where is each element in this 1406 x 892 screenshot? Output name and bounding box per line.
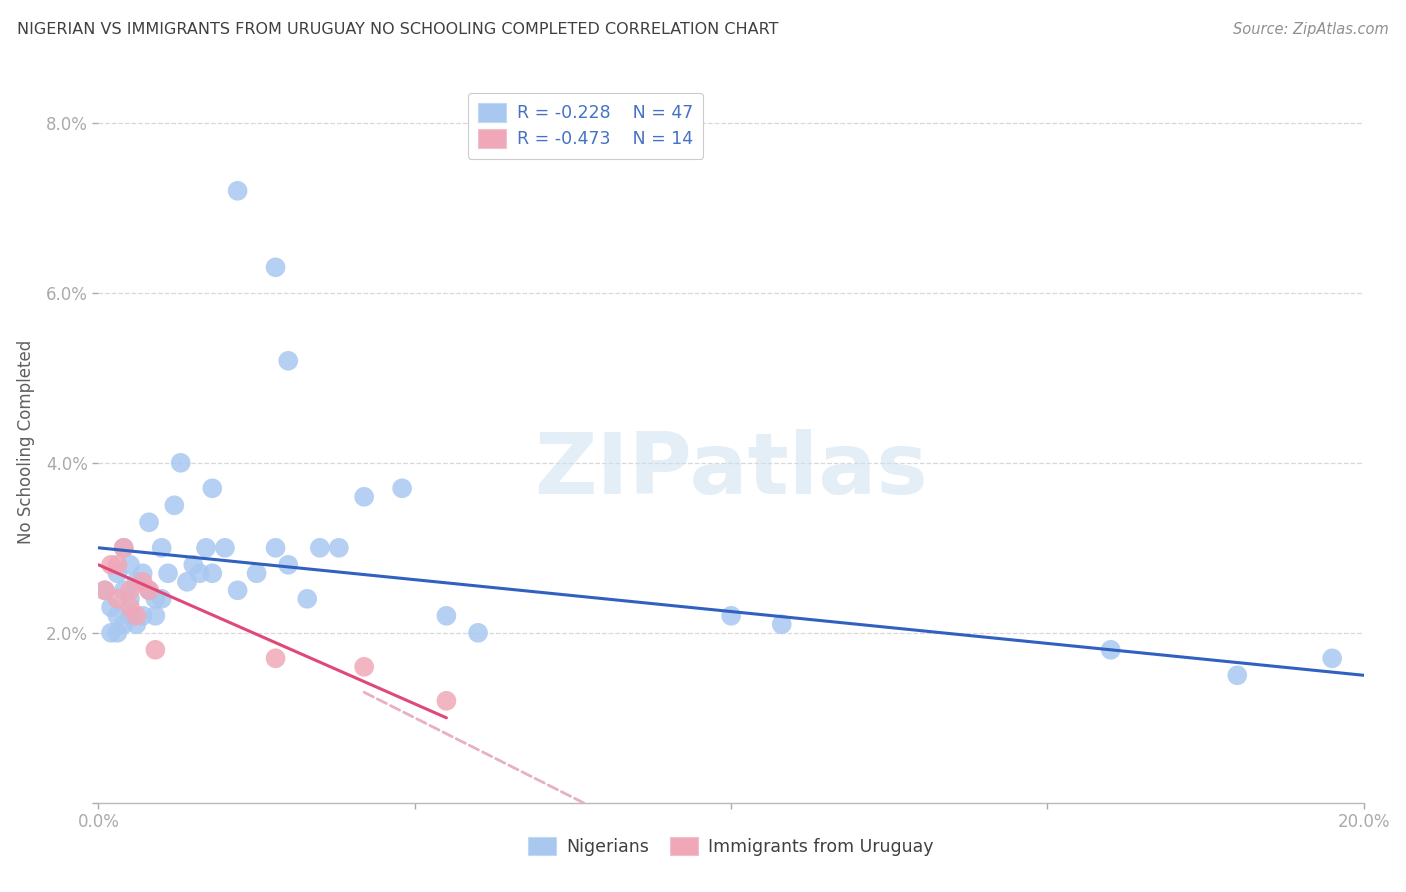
Point	[277, 558, 299, 572]
Point	[145, 642, 166, 657]
Point	[770, 617, 793, 632]
Point	[138, 583, 160, 598]
Point	[226, 583, 249, 598]
Point	[214, 541, 236, 555]
Y-axis label: No Schooling Completed: No Schooling Completed	[17, 340, 35, 543]
Point	[132, 566, 155, 581]
Point	[150, 591, 173, 606]
Point	[145, 608, 166, 623]
Point	[125, 617, 148, 632]
Point	[277, 353, 299, 368]
Point	[132, 574, 155, 589]
Point	[93, 583, 117, 598]
Point	[112, 541, 135, 555]
Point	[125, 574, 148, 589]
Point	[132, 608, 155, 623]
Point	[188, 566, 211, 581]
Point	[353, 660, 375, 674]
Point	[100, 625, 122, 640]
Point	[107, 625, 129, 640]
Point	[246, 566, 269, 581]
Point	[1099, 642, 1122, 657]
Text: NIGERIAN VS IMMIGRANTS FROM URUGUAY NO SCHOOLING COMPLETED CORRELATION CHART: NIGERIAN VS IMMIGRANTS FROM URUGUAY NO S…	[17, 22, 779, 37]
Point	[1322, 651, 1344, 665]
Point	[100, 600, 122, 615]
Legend: Nigerians, Immigrants from Uruguay: Nigerians, Immigrants from Uruguay	[522, 830, 941, 863]
Point	[264, 260, 287, 275]
Point	[436, 608, 458, 623]
Point	[107, 558, 129, 572]
Point	[150, 541, 173, 555]
Point	[226, 184, 249, 198]
Point	[120, 608, 141, 623]
Point	[201, 566, 224, 581]
Point	[201, 481, 224, 495]
Text: ZIPatlas: ZIPatlas	[534, 429, 928, 512]
Point	[391, 481, 413, 495]
Point	[176, 574, 198, 589]
Point	[169, 456, 191, 470]
Point	[120, 600, 141, 615]
Point	[720, 608, 742, 623]
Point	[157, 566, 180, 581]
Point	[107, 566, 129, 581]
Point	[194, 541, 218, 555]
Point	[138, 583, 160, 598]
Point	[112, 617, 135, 632]
Point	[309, 541, 332, 555]
Text: Source: ZipAtlas.com: Source: ZipAtlas.com	[1233, 22, 1389, 37]
Point	[100, 558, 122, 572]
Point	[112, 583, 135, 598]
Point	[138, 516, 160, 530]
Point	[93, 583, 117, 598]
Point	[107, 608, 129, 623]
Point	[297, 591, 319, 606]
Point	[145, 591, 166, 606]
Point	[264, 651, 287, 665]
Point	[120, 583, 141, 598]
Point	[183, 558, 205, 572]
Point	[120, 591, 141, 606]
Point	[125, 608, 148, 623]
Point	[467, 625, 489, 640]
Point	[107, 591, 129, 606]
Point	[163, 498, 186, 512]
Point	[112, 541, 135, 555]
Point	[353, 490, 375, 504]
Point	[120, 558, 141, 572]
Point	[328, 541, 350, 555]
Point	[264, 541, 287, 555]
Point	[1226, 668, 1249, 682]
Point	[436, 694, 458, 708]
